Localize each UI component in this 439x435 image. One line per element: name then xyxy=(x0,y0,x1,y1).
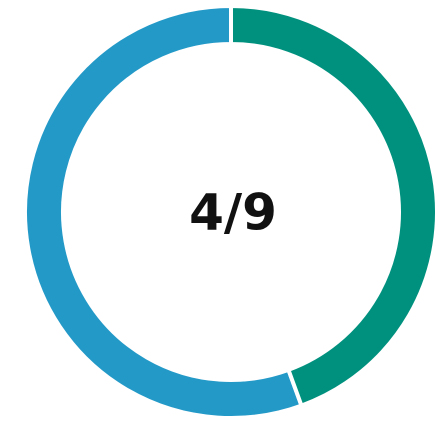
donut-segment xyxy=(229,3,439,409)
center-label: 4/9 xyxy=(189,184,277,242)
donut-segment xyxy=(23,3,305,420)
